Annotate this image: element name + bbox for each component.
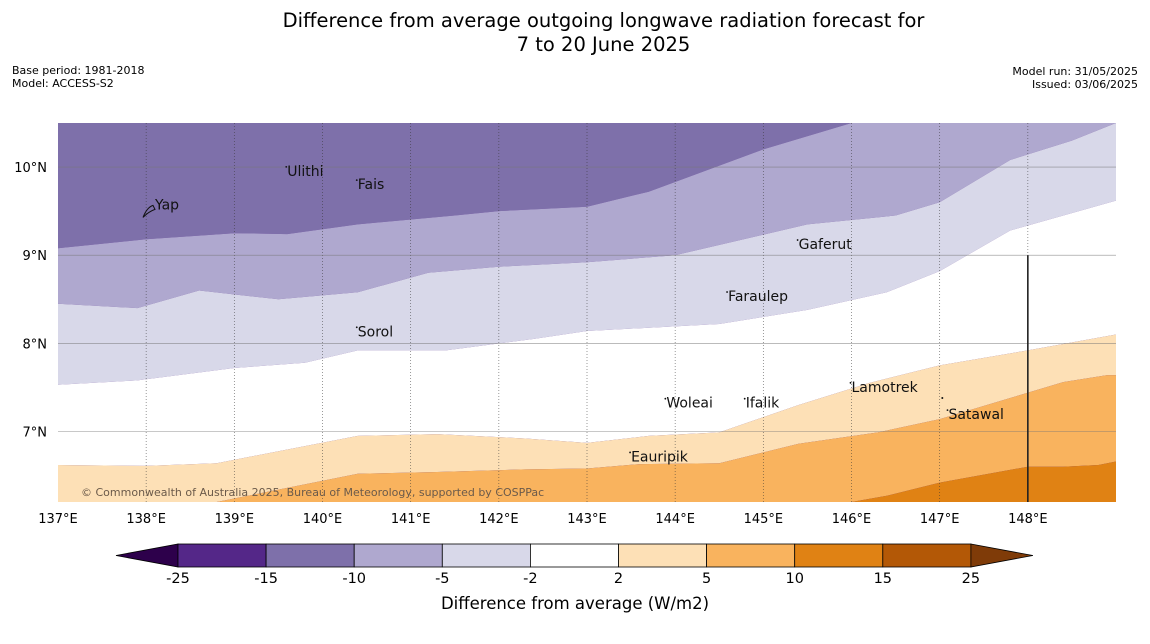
island-marker-icon [664,397,667,400]
meta-left: Base period: 1981-2018 Model: ACCESS-S2 [12,64,145,90]
y-tick-label: 10°N [14,161,47,176]
island-marker-icon [941,396,944,399]
colorbar-segment [530,543,619,568]
island-marker-icon [285,165,288,168]
colorbar-tick-label: -15 [254,571,278,587]
place-satawal: Satawal [946,407,1004,423]
anomaly-band-7 [58,461,1116,502]
anomaly-band-3 [58,123,1116,385]
x-tick-label: 144°E [655,512,695,527]
colorbar-tick-label: -2 [523,571,537,587]
place-ulithi: Ulithi [285,164,324,180]
place-label: Fais [358,177,385,193]
x-tick-label: 147°E [920,512,960,527]
base-period: Base period: 1981-2018 [12,64,145,77]
x-tick-label: 146°E [832,512,872,527]
colorbar-segment [353,543,443,568]
island-marker-icon [849,381,852,384]
place-gaferut: Gaferut [796,237,853,253]
colorbar-segment [618,543,707,568]
island-marker-icon [743,397,746,400]
colorbar-segment [706,543,796,568]
model-name: Model: ACCESS-S2 [12,76,114,90]
anomaly-band-6 [58,375,1116,502]
place-label: Satawal [948,407,1003,423]
island-marker-icon [796,239,799,241]
place-sorol: Sorol [355,324,393,340]
island-outline-icon [142,204,156,218]
colorbar-segment [177,543,267,568]
y-tick-label: 7°N [23,425,48,440]
copyright-notice: © Commonwealth of Australia 2025, Bureau… [81,486,544,499]
colorbar-segment [265,543,355,568]
place-woleai: Woleai [664,396,713,412]
island-marker-icon [946,409,949,412]
place-lamotrek: Lamotrek [849,380,919,396]
x-tick-label: 141°E [391,512,431,527]
place-label: Yap [154,197,179,213]
colorbar-tick-label: -25 [166,571,190,587]
place-label: Ifalik [746,396,780,412]
place-fais: Fais [355,177,385,193]
x-tick-label: 139°E [215,512,255,527]
island-marker-icon [355,326,358,329]
place-label: Lamotrek [852,380,919,396]
x-tick-label: 145°E [744,512,784,527]
colorbar-tick-label: 10 [785,571,803,587]
colorbar-tick-label: 2 [614,571,623,587]
anomaly-band-5 [58,334,1116,502]
map-title: Difference from average outgoing longwav… [0,9,1150,57]
meta-right: Model run: 31/05/2025 Issued: 03/06/2025 [1012,65,1138,91]
island-marker-icon [726,291,728,293]
place-ifalik: Ifalik [743,396,780,412]
x-tick-label: 137°E [38,512,78,527]
place-label: Gaferut [799,237,853,253]
colorbar-tick-label: -5 [435,571,449,587]
issued-date: Issued: 03/06/2025 [1031,77,1138,91]
place-faraulep: Faraulep [726,289,788,305]
place-eauripik: Eauripik [629,449,689,465]
y-tick-label: 8°N [23,337,48,352]
colorbar-label: Difference from average (W/m2) [440,594,710,613]
place-label: Ulithi [287,164,323,180]
place-label: Woleai [666,396,713,412]
title-line-1: Difference from average outgoing longwav… [282,9,925,32]
colorbar-segment [794,543,884,568]
place-label: Eauripik [631,449,689,465]
x-tick-label: 143°E [567,512,607,527]
place-label: Sorol [358,324,393,340]
model-run: Model run: 31/05/2025 [1012,65,1138,78]
colorbar-tick-label: -10 [342,571,366,587]
island-marker-icon [629,451,631,454]
colorbar-tick-label: 15 [874,571,892,587]
island-marker-icon [355,179,358,182]
x-tick-label: 142°E [479,512,519,527]
place-label: Faraulep [728,289,788,305]
colorbar-segment [441,543,531,568]
colorbar-tick-label: 25 [962,571,980,587]
colorbar-extend-low [115,543,179,568]
y-tick-label: 9°N [23,249,48,264]
colorbar-segment [882,543,972,568]
colorbar-tick-label: 5 [702,571,711,587]
x-tick-label: 140°E [303,512,343,527]
colorbar-extend-high [970,543,1033,568]
map-plot-area: Ulithi Fais Yap Gaferut Faraulep Sorol Woleai I… [58,123,1116,502]
place-yap: Yap [142,197,179,218]
x-tick-label: 148°E [1008,512,1048,527]
title-line-2: 7 to 20 June 2025 [516,33,691,56]
x-tick-label: 138°E [126,512,166,527]
